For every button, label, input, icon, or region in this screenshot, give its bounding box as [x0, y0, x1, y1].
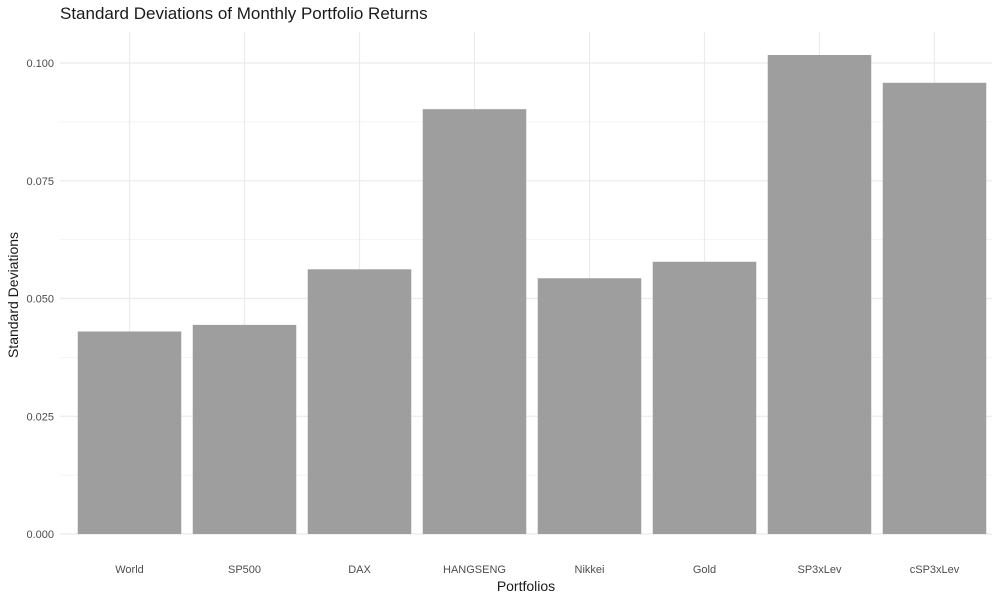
bar-gold — [652, 261, 757, 534]
y-tick-label: 0.100 — [26, 58, 54, 70]
x-tick-label: DAX — [348, 564, 371, 576]
x-tick-label: cSP3xLev — [910, 564, 960, 576]
bar-world — [77, 331, 182, 534]
bar-sp500 — [192, 324, 297, 534]
bar-csp3xlev — [882, 82, 987, 535]
y-tick-label: 0.025 — [26, 411, 54, 423]
chart-title: Standard Deviations of Monthly Portfolio… — [60, 4, 428, 23]
x-tick-label: SP3xLev — [797, 564, 842, 576]
y-tick-label: 0.075 — [26, 176, 54, 188]
x-tick-label: HANGSENG — [443, 564, 506, 576]
bars — [77, 54, 987, 535]
x-tick-label: Nikkei — [575, 564, 605, 576]
x-tick-label: Gold — [693, 564, 716, 576]
bar-dax — [307, 269, 412, 534]
y-axis-title: Standard Deviations — [5, 232, 21, 358]
bar-hangseng — [422, 109, 527, 535]
bar-nikkei — [537, 278, 642, 534]
bar-sp3xlev — [767, 54, 872, 534]
y-tick-label: 0.000 — [26, 529, 54, 541]
y-tick-label: 0.050 — [26, 294, 54, 306]
x-tick-label: World — [115, 564, 144, 576]
x-axis-ticks: World SP500 DAX HANGSENG Nikkei Gold SP3xLev cS… — [115, 564, 960, 576]
y-axis-ticks: 0.000 0.025 0.050 0.075 0.100 — [26, 58, 54, 541]
x-tick-label: SP500 — [228, 564, 261, 576]
x-axis-title: Portfolios — [497, 578, 555, 594]
